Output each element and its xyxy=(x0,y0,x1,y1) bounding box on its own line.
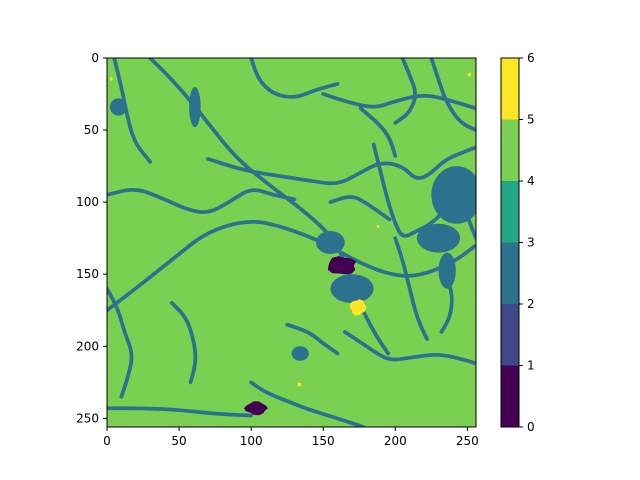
patch-class-5-6 xyxy=(297,382,302,387)
x-tick-label-200: 200 xyxy=(384,434,407,448)
colorbar-segment-3 xyxy=(501,181,519,243)
x-tick-label-100: 100 xyxy=(240,434,263,448)
channel-13 xyxy=(249,380,366,427)
channel-9 xyxy=(393,236,429,341)
pond-5 xyxy=(330,274,374,304)
channel-15 xyxy=(170,301,198,385)
colorbar-segment-5 xyxy=(501,58,519,120)
y-tick-label-100: 100 xyxy=(76,195,99,209)
y-tick-label-250: 250 xyxy=(76,411,99,425)
colorbar-segment-1 xyxy=(501,304,519,366)
colorbar-tick-label-6: 6 xyxy=(527,51,535,65)
colorbar-tick-label-1: 1 xyxy=(527,359,535,373)
pond-3 xyxy=(431,166,476,224)
patch-class-5-5 xyxy=(110,76,113,81)
x-tick-label-0: 0 xyxy=(103,434,111,448)
patch-class-5-3 xyxy=(376,225,380,228)
x-tick-label-250: 250 xyxy=(456,434,479,448)
channel-3 xyxy=(107,188,297,214)
colorbar: 0 1 2 3 4 5 6 xyxy=(500,51,535,434)
colorbar-tick-label-5: 5 xyxy=(527,113,535,127)
colorbar-tick-label-2: 2 xyxy=(527,297,535,311)
patch-class-5-2 xyxy=(349,299,367,316)
x-tick-label-50: 50 xyxy=(171,434,186,448)
pond-0 xyxy=(189,86,201,128)
y-tick-label-150: 150 xyxy=(76,267,99,281)
y-tick-label-50: 50 xyxy=(84,123,99,137)
channel-11 xyxy=(342,330,476,366)
colorbar-segment-0 xyxy=(501,365,519,427)
channel-5 xyxy=(321,92,476,111)
channel-16 xyxy=(285,322,340,356)
heatmap-background xyxy=(107,58,476,427)
pond-4 xyxy=(438,252,456,289)
y-axis: 0 50 100 150 200 250 xyxy=(76,51,107,425)
pond-2 xyxy=(416,223,461,253)
patch-class-0-0 xyxy=(327,256,357,275)
channel-17 xyxy=(358,106,398,158)
channel-7 xyxy=(249,58,340,99)
channel-12 xyxy=(107,286,134,399)
colorbar-tick-label-3: 3 xyxy=(527,236,535,250)
pond-7 xyxy=(291,346,309,361)
patch-class-0-1 xyxy=(244,401,268,416)
channel-6 xyxy=(429,58,476,132)
y-tick-label-200: 200 xyxy=(76,339,99,353)
x-axis: 0 50 100 150 200 250 xyxy=(103,427,479,448)
channel-18 xyxy=(393,58,417,125)
channel-2 xyxy=(206,145,476,186)
y-tick-label-0: 0 xyxy=(91,51,99,65)
colorbar-tick-label-4: 4 xyxy=(527,174,535,188)
colorbar-segment-2 xyxy=(501,242,519,304)
channel-14 xyxy=(107,406,253,418)
plot-frame xyxy=(106,57,477,428)
patch-class-5-4 xyxy=(467,72,472,77)
heatmap-plot xyxy=(106,57,477,428)
x-tick-label-150: 150 xyxy=(312,434,335,448)
pond-1 xyxy=(109,98,128,116)
colorbar-tick-label-0: 0 xyxy=(527,420,535,434)
channel-19 xyxy=(328,195,392,222)
pond-6 xyxy=(316,230,345,255)
colorbar-segment-4 xyxy=(501,119,519,181)
